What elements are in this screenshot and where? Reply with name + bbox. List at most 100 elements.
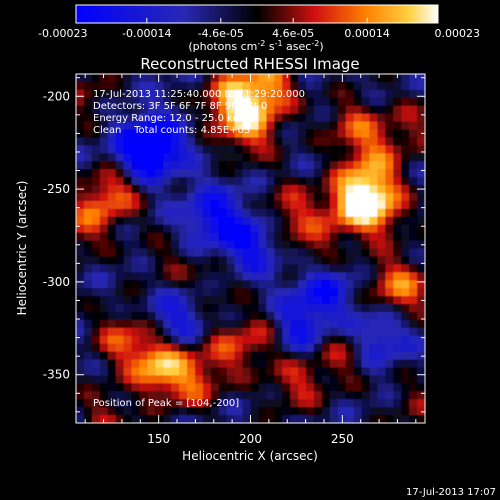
heatmap-cell <box>187 185 196 194</box>
heatmap-cell <box>163 129 172 139</box>
heatmap-cell <box>202 335 212 345</box>
heatmap-cell <box>306 375 315 384</box>
heatmap-cell <box>99 343 109 353</box>
heatmap-cell <box>385 391 394 400</box>
heatmap-cell <box>107 280 117 289</box>
heatmap-cell <box>321 121 331 131</box>
heatmap-cell <box>345 319 355 329</box>
heatmap-cell <box>123 89 133 99</box>
heatmap-cell <box>83 343 93 353</box>
heatmap-cell <box>385 367 394 377</box>
heatmap-cell <box>385 208 394 218</box>
heatmap-cell <box>131 407 141 416</box>
heatmap-cell <box>139 248 148 258</box>
heatmap-cell <box>266 343 275 353</box>
heatmap-cell <box>202 256 212 265</box>
heatmap-cell <box>210 97 220 107</box>
heatmap-cell <box>139 232 148 242</box>
heatmap-cell <box>393 343 402 353</box>
heatmap-cell <box>107 192 117 202</box>
heatmap-cell <box>107 169 117 178</box>
heatmap-cell <box>242 185 252 194</box>
heatmap-cell <box>345 224 355 234</box>
heatmap-cell <box>226 304 236 313</box>
heatmap-cell <box>194 137 204 146</box>
heatmap-cell <box>226 192 236 202</box>
heatmap-cell <box>274 383 283 392</box>
heatmap-cell <box>147 137 156 146</box>
heatmap-cell <box>226 105 236 115</box>
heatmap-cell <box>306 367 315 377</box>
heatmap-cell <box>385 200 394 210</box>
heatmap-cell <box>179 383 188 392</box>
heatmap-cell <box>218 351 228 361</box>
heatmap-cell <box>99 407 109 416</box>
heatmap-cell <box>274 256 283 265</box>
heatmap-cell <box>266 359 275 369</box>
heatmap-cell <box>155 415 164 423</box>
heatmap-cell <box>234 407 244 416</box>
heatmap-cell <box>282 383 291 392</box>
heatmap-cell <box>306 272 315 281</box>
heatmap-cell <box>210 113 220 123</box>
heatmap-cell <box>226 343 236 353</box>
heatmap-cell <box>187 105 196 115</box>
heatmap-cell <box>171 399 180 408</box>
heatmap-cell <box>226 216 236 226</box>
heatmap-cell <box>321 177 331 186</box>
heatmap-cell <box>298 311 307 321</box>
heatmap-cell <box>274 240 283 250</box>
heatmap-cell <box>194 97 204 107</box>
heatmap-cell <box>306 304 315 313</box>
heatmap-cell <box>210 185 220 194</box>
heatmap-cell <box>250 81 260 91</box>
heatmap-cell <box>187 415 196 423</box>
heatmap-cell <box>345 415 355 423</box>
heatmap-cell <box>258 216 267 226</box>
heatmap-cell <box>353 375 363 384</box>
heatmap-cell <box>369 391 379 400</box>
colorbar-tick-label: 4.6e-05 <box>272 27 314 40</box>
heatmap-cell <box>171 248 180 258</box>
heatmap-cell <box>83 391 93 400</box>
heatmap-cell <box>393 224 402 234</box>
heatmap-cell <box>377 375 386 384</box>
heatmap-cell <box>187 335 196 345</box>
heatmap-cell <box>353 335 363 345</box>
heatmap-cell <box>131 288 141 297</box>
heatmap-cell <box>401 232 410 242</box>
heatmap-cell <box>353 137 363 146</box>
heatmap-cell <box>250 351 260 361</box>
heatmap-cell <box>210 208 220 218</box>
heatmap-cell <box>234 192 244 202</box>
heatmap-cell <box>202 105 212 115</box>
heatmap-cell <box>417 97 425 107</box>
heatmap-cell <box>266 129 275 139</box>
heatmap-cell <box>313 97 323 107</box>
heatmap-cell <box>313 256 323 265</box>
heatmap-cell <box>345 145 355 154</box>
heatmap-cell <box>210 343 220 353</box>
heatmap-cell <box>202 304 212 313</box>
heatmap-cell <box>409 288 418 297</box>
heatmap-cell <box>202 129 212 139</box>
heatmap-cell <box>76 81 85 91</box>
heatmap-cell <box>306 169 315 178</box>
heatmap-cell <box>202 192 212 202</box>
heatmap-cell <box>417 319 425 329</box>
heatmap-cell <box>218 415 228 423</box>
heatmap-cell <box>91 272 101 281</box>
heatmap-cell <box>163 264 172 273</box>
y-tick-label: -200 <box>43 89 70 103</box>
heatmap-cell <box>298 121 307 131</box>
heatmap-cell <box>401 351 410 361</box>
heatmap-cell <box>258 185 267 194</box>
heatmap-cell <box>250 105 260 115</box>
heatmap-cell <box>234 351 244 361</box>
heatmap-cell <box>313 272 323 281</box>
heatmap-cell <box>417 200 425 210</box>
heatmap-cell <box>131 113 141 123</box>
heatmap-cell <box>115 224 125 234</box>
heatmap-cell <box>202 74 212 83</box>
heatmap-cell <box>337 185 347 194</box>
